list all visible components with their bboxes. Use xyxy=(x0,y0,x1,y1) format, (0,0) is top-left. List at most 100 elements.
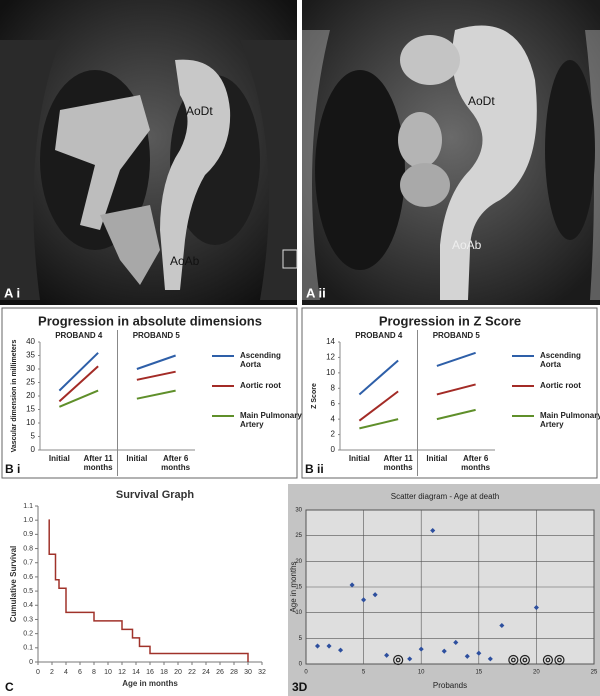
x-tick-label: 12 xyxy=(118,669,126,676)
ring xyxy=(522,657,528,663)
x-axis-label: Age in months xyxy=(122,679,178,688)
ct-image xyxy=(302,0,600,305)
y-tick-label: 25 xyxy=(295,533,302,539)
panel-label: 3D xyxy=(292,680,308,694)
legend-label: Ascending Aorta xyxy=(240,351,281,369)
x-tick-label: 16 xyxy=(146,669,154,676)
y-tick-label: 30 xyxy=(295,508,302,514)
y-axis-label: Z Score xyxy=(311,383,318,409)
y-tick-label: 10 xyxy=(326,368,335,377)
y-tick-label: 12 xyxy=(326,353,335,362)
legend-label: Aortic root xyxy=(540,381,581,390)
x-tick-label: 0 xyxy=(304,670,308,676)
y-tick-label: 5 xyxy=(299,636,303,642)
x-axis-label: Probands xyxy=(433,681,467,690)
y-tick-label: 30 xyxy=(26,364,35,373)
ring xyxy=(508,654,519,666)
x-tick-label: 0 xyxy=(36,669,40,676)
series-line xyxy=(136,370,176,381)
y-tick-label: 0.5 xyxy=(23,588,33,595)
series-line xyxy=(358,359,399,396)
x-tick-label-box: Initial xyxy=(126,454,148,463)
ring-point xyxy=(554,654,565,666)
x-tick-label-box: After 6 months xyxy=(461,454,491,472)
y-tick-label: 40 xyxy=(26,337,35,346)
image-label: AoAb xyxy=(452,238,482,252)
chart-title: Scatter diagram - Age at death xyxy=(391,492,500,501)
ring xyxy=(557,657,562,663)
x-tick-label-box: Initial xyxy=(49,454,70,463)
y-tick-label: 0.8 xyxy=(23,545,33,552)
dot-point xyxy=(453,639,459,645)
y-tick-label: 15 xyxy=(26,405,35,414)
y-tick-label: 0.4 xyxy=(23,602,33,609)
series-line xyxy=(359,418,399,430)
legend-label: Aortic root xyxy=(240,381,281,390)
panel-label: A i xyxy=(4,285,20,300)
group-label: PROBAND 4 xyxy=(55,331,103,340)
x-tick-label: 18 xyxy=(160,669,168,676)
y-tick-label: 0.6 xyxy=(23,574,33,581)
legend-label-box: Main Pulmonary Artery xyxy=(240,411,302,429)
ring-point xyxy=(393,654,404,666)
y-tick-label: 5 xyxy=(31,432,36,441)
y-tick-label: 2 xyxy=(331,430,336,439)
x-tick-label: 24 xyxy=(202,669,210,676)
ring xyxy=(393,654,404,666)
y-tick-label: 1.1 xyxy=(23,503,33,510)
ring xyxy=(519,654,530,666)
panel-label: C xyxy=(5,680,14,694)
x-tick-label: After 11 months xyxy=(83,454,113,472)
group-label: PROBAND 5 xyxy=(433,331,481,340)
x-tick-label: After 6 months xyxy=(161,454,191,472)
x-tick-label: Initial xyxy=(126,454,148,463)
x-tick-label: 14 xyxy=(132,669,140,676)
legend-label-box: Aortic root xyxy=(240,381,281,390)
series-line xyxy=(436,351,476,367)
series-line xyxy=(58,352,99,392)
image-label: AoDt xyxy=(186,104,213,118)
dot-point xyxy=(326,643,332,649)
y-tick-label: 0.2 xyxy=(23,630,33,637)
x-tick-label: 22 xyxy=(188,669,196,676)
x-tick-label: After 6 months xyxy=(461,454,491,472)
ring xyxy=(542,654,554,666)
y-tick-label: 10 xyxy=(295,610,302,616)
x-tick-label: 15 xyxy=(475,670,482,676)
y-axis-label: Age in months xyxy=(289,561,298,612)
chart-title: Progression in absolute dimensions xyxy=(38,313,262,328)
series-line xyxy=(58,365,99,403)
y-tick-label: 0 xyxy=(31,445,36,454)
y-tick-label: 10 xyxy=(26,418,35,427)
x-tick-label: 8 xyxy=(92,669,96,676)
y-tick-label: 0.9 xyxy=(23,531,33,538)
y-tick-label: 15 xyxy=(295,585,302,591)
x-tick-label: 6 xyxy=(78,669,82,676)
series-line xyxy=(358,390,399,422)
y-tick-label: 6 xyxy=(331,399,336,408)
y-tick-label: 8 xyxy=(331,383,336,392)
x-tick-label: 30 xyxy=(244,669,252,676)
y-tick-label: 0.1 xyxy=(23,645,33,652)
x-tick-label: 20 xyxy=(174,669,182,676)
y-tick-label: 35 xyxy=(26,351,35,360)
y-tick-label: 0 xyxy=(299,662,303,668)
x-tick-label: After 11 months xyxy=(383,454,413,472)
series-line xyxy=(58,389,99,408)
ct-image xyxy=(0,0,298,305)
dot-point xyxy=(384,652,390,658)
x-tick-label: 25 xyxy=(591,670,598,676)
dot-point xyxy=(441,648,447,654)
x-tick-label: 2 xyxy=(50,669,54,676)
series-line xyxy=(436,408,476,421)
dot-point xyxy=(361,597,367,603)
y-tick-label: 0.7 xyxy=(23,560,33,567)
x-tick-label: 5 xyxy=(362,670,366,676)
x-tick-label-box: After 6 months xyxy=(161,454,191,472)
y-tick-label: 4 xyxy=(331,414,336,423)
x-tick-label-box: After 11 months xyxy=(383,454,413,472)
dot-point xyxy=(418,646,424,652)
y-tick-label: 0 xyxy=(331,445,336,454)
x-tick-label-box: Initial xyxy=(426,454,447,463)
ring-point xyxy=(519,654,530,666)
